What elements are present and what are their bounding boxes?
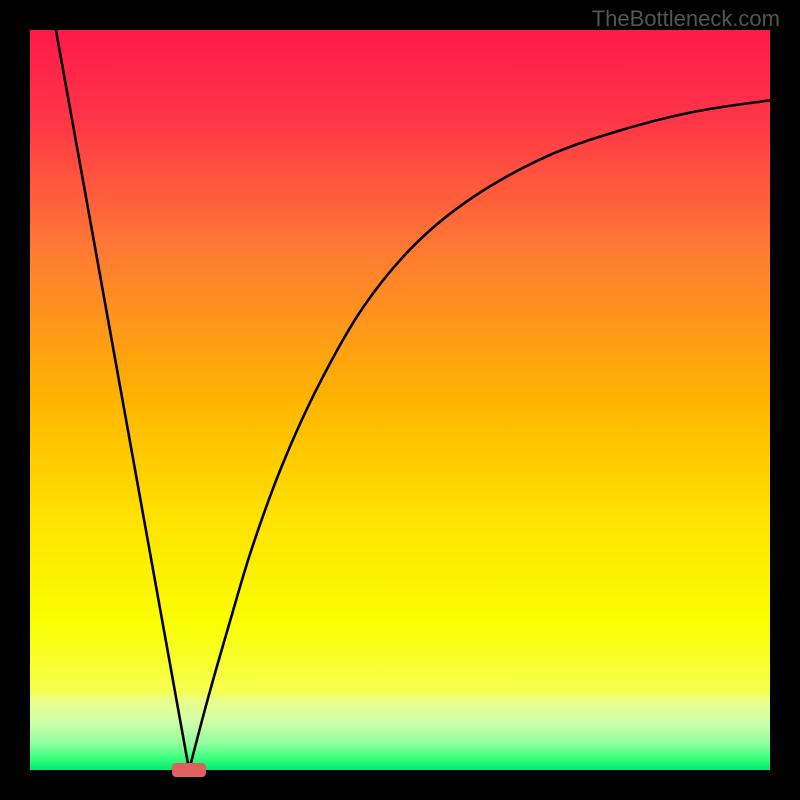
plot-area — [30, 30, 770, 770]
curve-left-branch — [56, 30, 189, 770]
minimum-marker — [172, 763, 207, 778]
curve-right-branch — [189, 100, 770, 770]
bottleneck-curve — [30, 30, 770, 770]
watermark-text: TheBottleneck.com — [592, 6, 780, 32]
